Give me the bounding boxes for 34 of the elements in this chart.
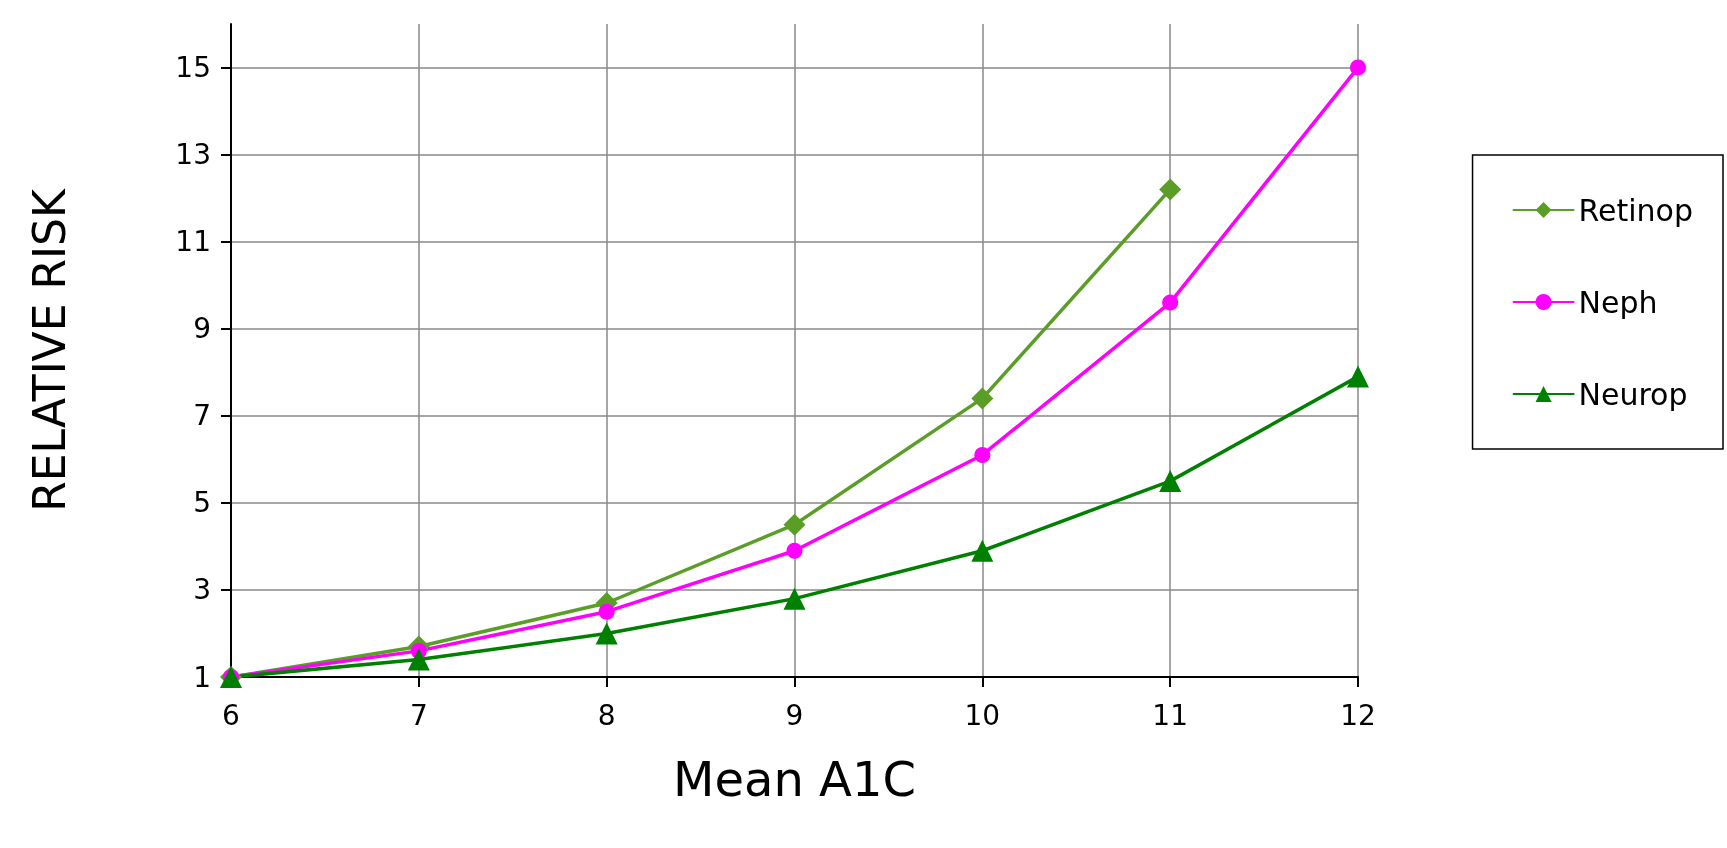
y-tick-label: 11	[175, 225, 211, 259]
point	[598, 603, 615, 620]
point	[595, 622, 618, 645]
y-tick-label: 3	[193, 573, 211, 607]
y-tick-label: 15	[175, 51, 211, 85]
point	[1350, 59, 1366, 76]
point	[783, 587, 806, 610]
point	[971, 387, 994, 410]
x-tick-label: 10	[964, 698, 1001, 732]
x-tick-label: 12	[1340, 698, 1376, 732]
y-tick-label: 1	[193, 660, 211, 694]
y-axis-title: RELATIVE RISK	[23, 188, 75, 512]
legend-label: Neph	[1578, 284, 1658, 320]
point	[974, 446, 991, 463]
x-tick-label: 9	[785, 698, 804, 732]
point	[1162, 294, 1179, 311]
x-tick-label: 7	[409, 698, 428, 732]
legend-label: Retinop	[1578, 192, 1694, 228]
y-tick-label: 9	[193, 312, 211, 346]
point	[407, 648, 430, 671]
point	[783, 513, 806, 536]
legend-label: Neurop	[1578, 376, 1688, 412]
x-tick-label: 6	[222, 698, 240, 732]
point	[1159, 178, 1182, 201]
y-tick-label: 7	[193, 399, 211, 433]
y-tick-label: 5	[193, 486, 211, 520]
point	[1159, 470, 1182, 493]
y-tick-label: 13	[175, 138, 211, 172]
x-tick-label: 8	[597, 698, 616, 732]
point	[971, 539, 994, 562]
x-axis-title: Mean A1C	[673, 751, 916, 807]
x-tick-label: 11	[1152, 698, 1188, 732]
point	[1347, 365, 1369, 388]
point	[786, 542, 803, 559]
